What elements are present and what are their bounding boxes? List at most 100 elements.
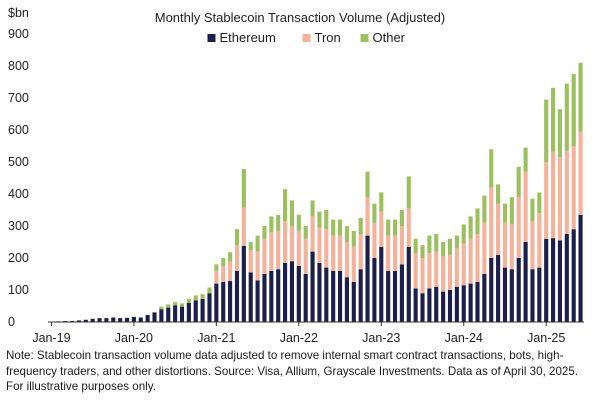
bar-segment-other	[441, 242, 446, 257]
bar-segment-ethereum	[76, 320, 81, 322]
bar-segment-other	[221, 258, 226, 266]
bar-segment-other	[324, 210, 329, 230]
bar-segment-other	[331, 219, 336, 236]
bar-segment-other	[427, 235, 432, 254]
bar-segment-tron	[289, 226, 295, 262]
x-tick-label: Jan-19	[32, 331, 70, 345]
legend-swatch-other	[360, 34, 369, 42]
bar-segment-other	[468, 216, 473, 239]
bar-segment-other	[413, 238, 418, 254]
bar-segment-tron	[283, 221, 288, 263]
y-tick-label: 900	[8, 27, 29, 41]
bar-segment-other	[351, 230, 356, 247]
y-tick-label: 500	[8, 155, 29, 169]
bar-segment-ethereum	[551, 238, 556, 322]
bar-segment-ethereum	[420, 293, 425, 322]
bar-segment-other	[317, 211, 322, 228]
bar-segment-ethereum	[269, 270, 274, 322]
bar-segment-ethereum	[496, 254, 501, 322]
chart-title: Monthly Stablecoin Transaction Volume (A…	[155, 10, 446, 25]
bar-segment-ethereum	[303, 274, 308, 322]
x-tick-label: Jan-23	[362, 331, 400, 345]
legend-label-other: Other	[373, 30, 406, 45]
legend-label-tron: Tron	[315, 30, 341, 45]
bar-segment-ethereum	[482, 274, 487, 322]
bar-series-group	[49, 62, 583, 322]
bar-segment-ethereum	[399, 264, 404, 322]
bar-segment-ethereum	[571, 229, 576, 322]
bar-segment-other	[447, 238, 453, 255]
bar-segment-tron	[228, 261, 233, 282]
y-axis: 0 100 200 300 400 500 600 700 800 900	[8, 27, 29, 329]
bar-segment-other	[207, 287, 212, 294]
bar-segment-other	[502, 203, 508, 223]
bar-segment-tron	[544, 162, 549, 239]
bar-segment-tron	[276, 230, 281, 270]
bar-segment-tron	[317, 227, 322, 263]
bar-segment-other	[296, 214, 301, 231]
bar-segment-tron	[406, 208, 411, 247]
bar-segment-tron	[571, 146, 576, 230]
bar-segment-ethereum	[173, 305, 178, 322]
bar-segment-tron	[454, 248, 459, 287]
bar-segment-tron	[564, 150, 569, 234]
bar-segment-tron	[221, 266, 226, 282]
bar-segment-ethereum	[118, 318, 123, 322]
bar-segment-other	[310, 200, 315, 217]
bar-segment-ethereum	[234, 270, 240, 322]
bar-segment-ethereum	[365, 235, 370, 322]
bar-segment-other	[537, 192, 542, 214]
bar-segment-tron	[296, 230, 301, 266]
bar-segment-other	[379, 192, 384, 212]
bar-segment-ethereum	[406, 246, 411, 322]
y-tick-label: 700	[8, 91, 29, 105]
bar-segment-other	[358, 218, 363, 234]
legend: Ethereum Tron Other	[207, 30, 406, 45]
y-tick-label: 200	[8, 251, 29, 265]
x-tick-label: Jan-25	[527, 331, 565, 345]
bar-segment-tron	[372, 222, 377, 258]
bar-segment-tron	[351, 246, 356, 282]
bar-segment-tron	[344, 242, 349, 278]
bar-segment-other	[530, 198, 535, 222]
bar-segment-tron	[324, 229, 329, 268]
y-tick-label: 300	[8, 219, 29, 233]
bar-segment-other	[337, 219, 343, 236]
bar-segment-ethereum	[317, 262, 322, 322]
bar-segment-tron	[331, 235, 336, 271]
bar-segment-ethereum	[214, 283, 219, 322]
bar-segment-other	[399, 210, 404, 226]
bar-segment-ethereum	[104, 318, 109, 322]
bar-segment-other	[461, 224, 466, 244]
bar-segment-tron	[358, 234, 363, 270]
bar-segment-other	[386, 219, 391, 236]
bar-segment-ethereum	[228, 281, 233, 322]
bar-segment-tron	[269, 232, 274, 271]
bar-segment-other	[571, 74, 576, 146]
bar-segment-ethereum	[447, 290, 453, 322]
x-tick-label: Jan-21	[197, 331, 235, 345]
bar-segment-ethereum	[489, 258, 494, 322]
bar-segment-tron	[420, 258, 425, 294]
bar-segment-ethereum	[296, 266, 301, 322]
bar-segment-ethereum	[509, 269, 514, 322]
x-tick-label: Jan-24	[445, 331, 483, 345]
bar-segment-tron	[337, 235, 343, 271]
legend-swatch-tron	[302, 34, 311, 42]
bar-segment-other	[276, 214, 281, 231]
bar-segment-tron	[379, 211, 384, 247]
bar-segment-tron	[530, 221, 535, 270]
bar-segment-tron	[537, 213, 542, 268]
bar-segment-other	[475, 208, 480, 234]
bar-segment-tron	[248, 250, 253, 273]
bar-segment-ethereum	[372, 258, 377, 322]
bar-segment-other	[262, 226, 267, 239]
bar-segment-tron	[502, 222, 508, 268]
bar-segment-ethereum	[557, 240, 563, 322]
bar-segment-ethereum	[427, 288, 432, 322]
bar-segment-other	[372, 203, 377, 223]
bar-segment-ethereum	[241, 245, 246, 322]
bar-segment-other	[392, 219, 398, 236]
